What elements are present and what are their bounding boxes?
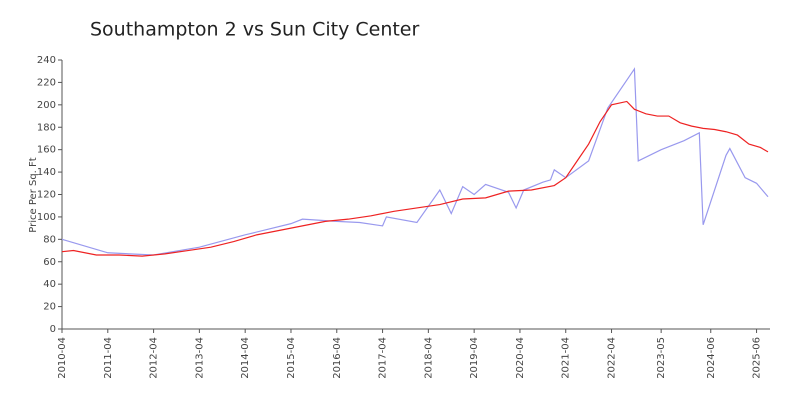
- y-tick-label: 120: [37, 190, 56, 201]
- y-tick-label: 0: [50, 324, 56, 335]
- x-tick-label: 2016-04: [332, 337, 343, 379]
- y-tick-label: 220: [37, 77, 56, 88]
- x-tick-label: 2015-04: [286, 337, 297, 379]
- y-tick-label: 100: [37, 212, 56, 223]
- y-tick-label: 180: [37, 122, 56, 133]
- y-tick-label: 20: [43, 302, 56, 313]
- x-tick-label: 2023-05: [656, 337, 667, 379]
- y-tick-label: 200: [37, 100, 56, 111]
- y-tick-label: 140: [37, 167, 56, 178]
- y-tick-label: 80: [43, 234, 56, 245]
- x-tick-label: 2012-04: [149, 337, 160, 379]
- chart-title: Southampton 2 vs Sun City Center: [90, 19, 419, 41]
- series-line: [61, 100, 769, 257]
- x-tick-label: 2024-06: [706, 337, 717, 379]
- y-tick-label: 60: [43, 257, 56, 268]
- y-axis-label: Price Per Sq. Ft: [28, 157, 39, 232]
- x-tick-label: 2019-04: [469, 337, 480, 379]
- x-tick-label: 2021-04: [561, 337, 572, 379]
- x-tick-label: 2020-04: [515, 337, 526, 379]
- series-line: [61, 67, 769, 256]
- x-tick-label: 2013-04: [194, 337, 205, 379]
- x-tick-label: 2025-06: [752, 337, 763, 379]
- x-tick-label: 2022-04: [607, 337, 618, 379]
- x-tick-label: 2011-04: [103, 337, 114, 379]
- x-tick-label: 2017-04: [378, 337, 389, 379]
- y-tick-label: 40: [43, 279, 56, 290]
- y-tick-label: 160: [37, 145, 56, 156]
- x-tick-label: 2018-04: [423, 337, 434, 379]
- x-tick-label: 2014-04: [240, 337, 251, 379]
- x-tick-label: 2010-04: [57, 337, 68, 379]
- y-tick-label: 240: [37, 55, 56, 66]
